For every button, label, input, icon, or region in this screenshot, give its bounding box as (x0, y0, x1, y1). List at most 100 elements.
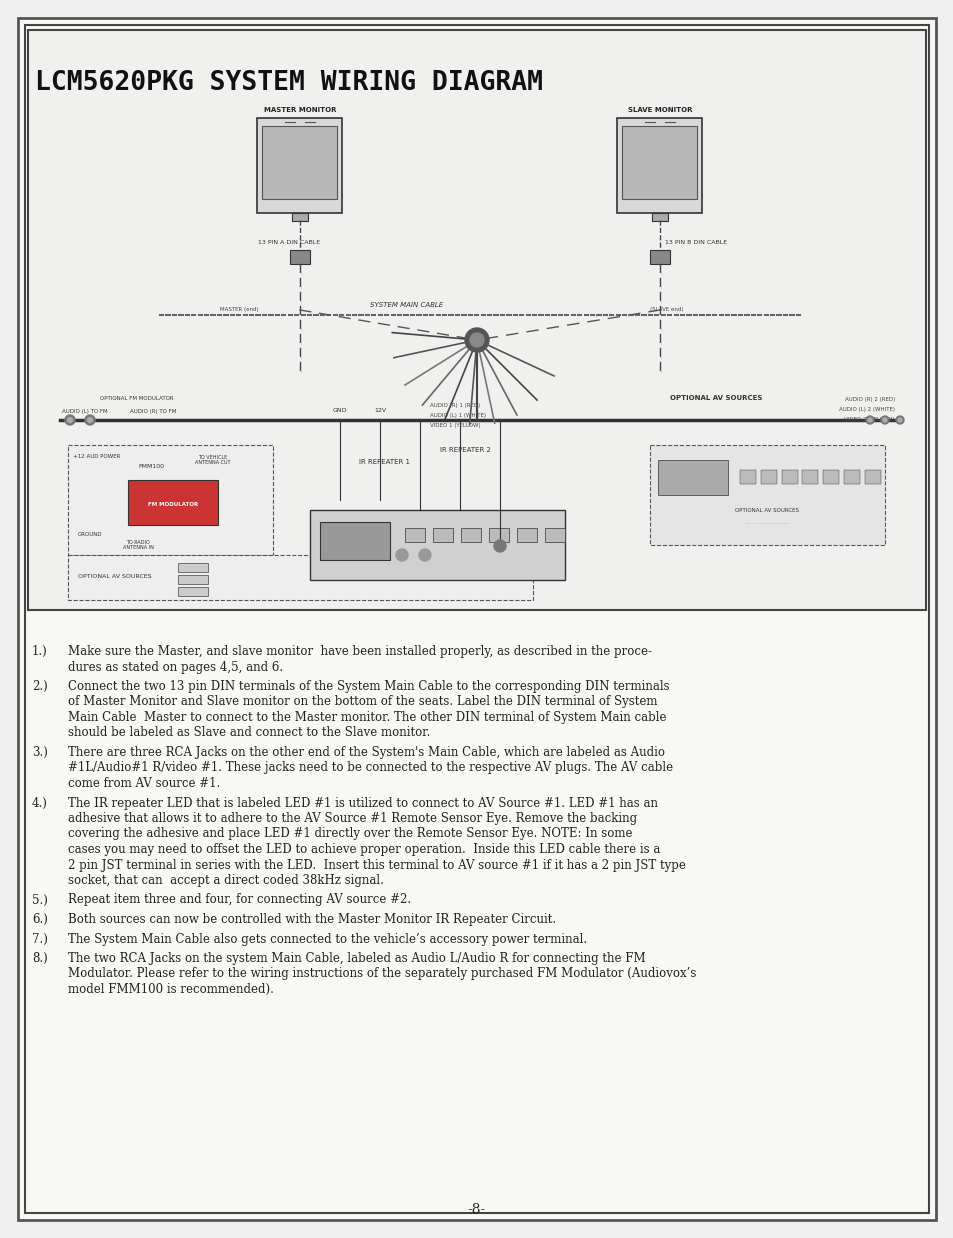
Bar (801, 470, 818, 484)
Text: VIDEO 2 (YELLOW): VIDEO 2 (YELLOW) (843, 417, 894, 422)
Bar (319, 522, 390, 560)
Text: AUDIO (L) 2 (WHITE): AUDIO (L) 2 (WHITE) (838, 407, 894, 412)
Text: 2.): 2.) (32, 680, 48, 693)
Bar (68, 444, 273, 555)
Text: LCM5620PKG SYSTEM WIRING DIAGRAM: LCM5620PKG SYSTEM WIRING DIAGRAM (35, 71, 542, 97)
Text: should be labeled as Slave and connect to the Slave monitor.: should be labeled as Slave and connect t… (68, 727, 430, 739)
Text: covering the adhesive and place LED #1 directly over the Remote Sensor Eye. NOTE: covering the adhesive and place LED #1 d… (68, 827, 632, 841)
Bar (257, 118, 342, 213)
Text: 8.): 8.) (32, 952, 48, 964)
Text: dures as stated on pages 4,5, and 6.: dures as stated on pages 4,5, and 6. (68, 661, 283, 673)
Bar (290, 250, 310, 264)
Text: cases you may need to offset the LED to achieve proper operation.  Inside this L: cases you may need to offset the LED to … (68, 843, 659, 855)
Text: The IR repeater LED that is labeled LED #1 is utilized to connect to AV Source #: The IR repeater LED that is labeled LED … (68, 796, 658, 810)
Text: -8-: -8- (467, 1203, 486, 1217)
Text: IR REPEATER 1: IR REPEATER 1 (359, 459, 410, 465)
Circle shape (65, 415, 75, 425)
Text: Connect the two 13 pin DIN terminals of the System Main Cable to the correspondi: Connect the two 13 pin DIN terminals of … (68, 680, 669, 693)
Bar (292, 213, 308, 220)
Text: model FMM100 is recommended).: model FMM100 is recommended). (68, 983, 274, 997)
Circle shape (85, 415, 95, 425)
Bar (517, 527, 537, 542)
Circle shape (464, 328, 489, 352)
Text: The System Main Cable also gets connected to the vehicle’s accessory power termi: The System Main Cable also gets connecte… (68, 932, 586, 946)
Text: 2 pin JST terminal in series with the LED.  Insert this terminal to AV source #1: 2 pin JST terminal in series with the LE… (68, 858, 685, 872)
Text: of Master Monitor and Slave monitor on the bottom of the seats. Label the DIN te: of Master Monitor and Slave monitor on t… (68, 696, 657, 708)
Text: GROUND: GROUND (78, 532, 103, 537)
Text: Repeat item three and four, for connecting AV source #2.: Repeat item three and four, for connecti… (68, 894, 411, 906)
Bar (658, 461, 727, 495)
Bar (843, 470, 860, 484)
Bar (544, 527, 564, 542)
Bar (433, 527, 453, 542)
Bar (178, 587, 208, 595)
Bar (822, 470, 839, 484)
Circle shape (88, 417, 92, 422)
Text: OPTIONAL AV SOURCES: OPTIONAL AV SOURCES (735, 508, 799, 513)
Bar (651, 213, 667, 220)
Text: +12 AUD POWER: +12 AUD POWER (73, 454, 120, 459)
Bar (781, 470, 797, 484)
Text: 3.): 3.) (32, 747, 48, 759)
Circle shape (897, 418, 901, 422)
Text: socket, that can  accept a direct coded 38kHz signal.: socket, that can accept a direct coded 3… (68, 874, 383, 886)
Bar (310, 510, 564, 579)
Text: 13 PIN B DIN CABLE: 13 PIN B DIN CABLE (664, 239, 726, 244)
Text: Make sure the Master, and slave monitor  have been installed properly, as descri: Make sure the Master, and slave monitor … (68, 645, 651, 659)
Bar (489, 527, 509, 542)
Text: come from AV source #1.: come from AV source #1. (68, 777, 220, 790)
Text: 5.): 5.) (32, 894, 48, 906)
Text: SYSTEM MAIN CABLE: SYSTEM MAIN CABLE (370, 302, 442, 308)
Text: 4.): 4.) (32, 796, 48, 810)
Text: FM MODULATOR: FM MODULATOR (148, 503, 198, 508)
Bar (622, 125, 697, 198)
Text: 13 PIN A DIN CABLE: 13 PIN A DIN CABLE (257, 239, 320, 244)
Bar (128, 480, 218, 525)
Circle shape (867, 418, 871, 422)
Circle shape (882, 418, 886, 422)
Text: AUDIO (L) 1 (WHITE): AUDIO (L) 1 (WHITE) (430, 412, 485, 417)
Text: 6.): 6.) (32, 912, 48, 926)
Text: AUDIO (R) 2 (RED): AUDIO (R) 2 (RED) (843, 397, 894, 402)
Bar (28, 30, 925, 610)
Text: AUDIO (R) TO FM: AUDIO (R) TO FM (130, 410, 176, 415)
Text: Main Cable  Master to connect to the Master monitor. The other DIN terminal of S: Main Cable Master to connect to the Mast… (68, 711, 666, 724)
Circle shape (68, 417, 72, 422)
Text: TO VEHICLE
ANTENNA CUT: TO VEHICLE ANTENNA CUT (195, 454, 231, 465)
Circle shape (418, 548, 431, 561)
Bar (460, 527, 480, 542)
Text: TO RADIO
ANTENNA IN: TO RADIO ANTENNA IN (122, 540, 153, 551)
Text: Modulator. Please refer to the wiring instructions of the separately purchased F: Modulator. Please refer to the wiring in… (68, 968, 696, 980)
Text: AUDIO (R) 1 (RED): AUDIO (R) 1 (RED) (430, 402, 479, 407)
Text: OPTIONAL FM MODULATOR: OPTIONAL FM MODULATOR (100, 395, 173, 401)
Text: 1.): 1.) (32, 645, 48, 659)
Text: - - - - - - - - - - - - - - - -: - - - - - - - - - - - - - - - - (745, 521, 788, 525)
Text: #1L/Audio#1 R/video #1. These jacks need to be connected to the respective AV pl: #1L/Audio#1 R/video #1. These jacks need… (68, 761, 673, 775)
Bar (649, 250, 669, 264)
Text: GND: GND (333, 407, 347, 412)
Circle shape (395, 548, 408, 561)
Text: 7.): 7.) (32, 932, 48, 946)
Text: The two RCA Jacks on the system Main Cable, labeled as Audio L/Audio R for conne: The two RCA Jacks on the system Main Cab… (68, 952, 645, 964)
Circle shape (494, 540, 505, 552)
Text: VIDEO 1 (YELLOW): VIDEO 1 (YELLOW) (430, 422, 480, 427)
Bar (740, 470, 755, 484)
Bar (68, 555, 533, 600)
Text: There are three RCA Jacks on the other end of the System's Main Cable, which are: There are three RCA Jacks on the other e… (68, 747, 664, 759)
Bar (864, 470, 880, 484)
Bar (262, 125, 337, 198)
Text: IR REPEATER 2: IR REPEATER 2 (439, 447, 490, 453)
Text: (SLAVE end): (SLAVE end) (649, 307, 682, 312)
Circle shape (880, 416, 888, 423)
Bar (649, 444, 884, 545)
Text: OPTIONAL AV SOURCES: OPTIONAL AV SOURCES (669, 395, 761, 401)
Text: AUDIO (L) TO FM: AUDIO (L) TO FM (62, 410, 108, 415)
Text: SLAVE MONITOR: SLAVE MONITOR (627, 106, 692, 113)
Circle shape (865, 416, 873, 423)
Circle shape (470, 333, 483, 347)
Bar (617, 118, 701, 213)
Text: MASTER MONITOR: MASTER MONITOR (263, 106, 335, 113)
Text: MASTER (end): MASTER (end) (220, 307, 258, 312)
Circle shape (895, 416, 903, 423)
Text: 12V: 12V (374, 407, 386, 412)
